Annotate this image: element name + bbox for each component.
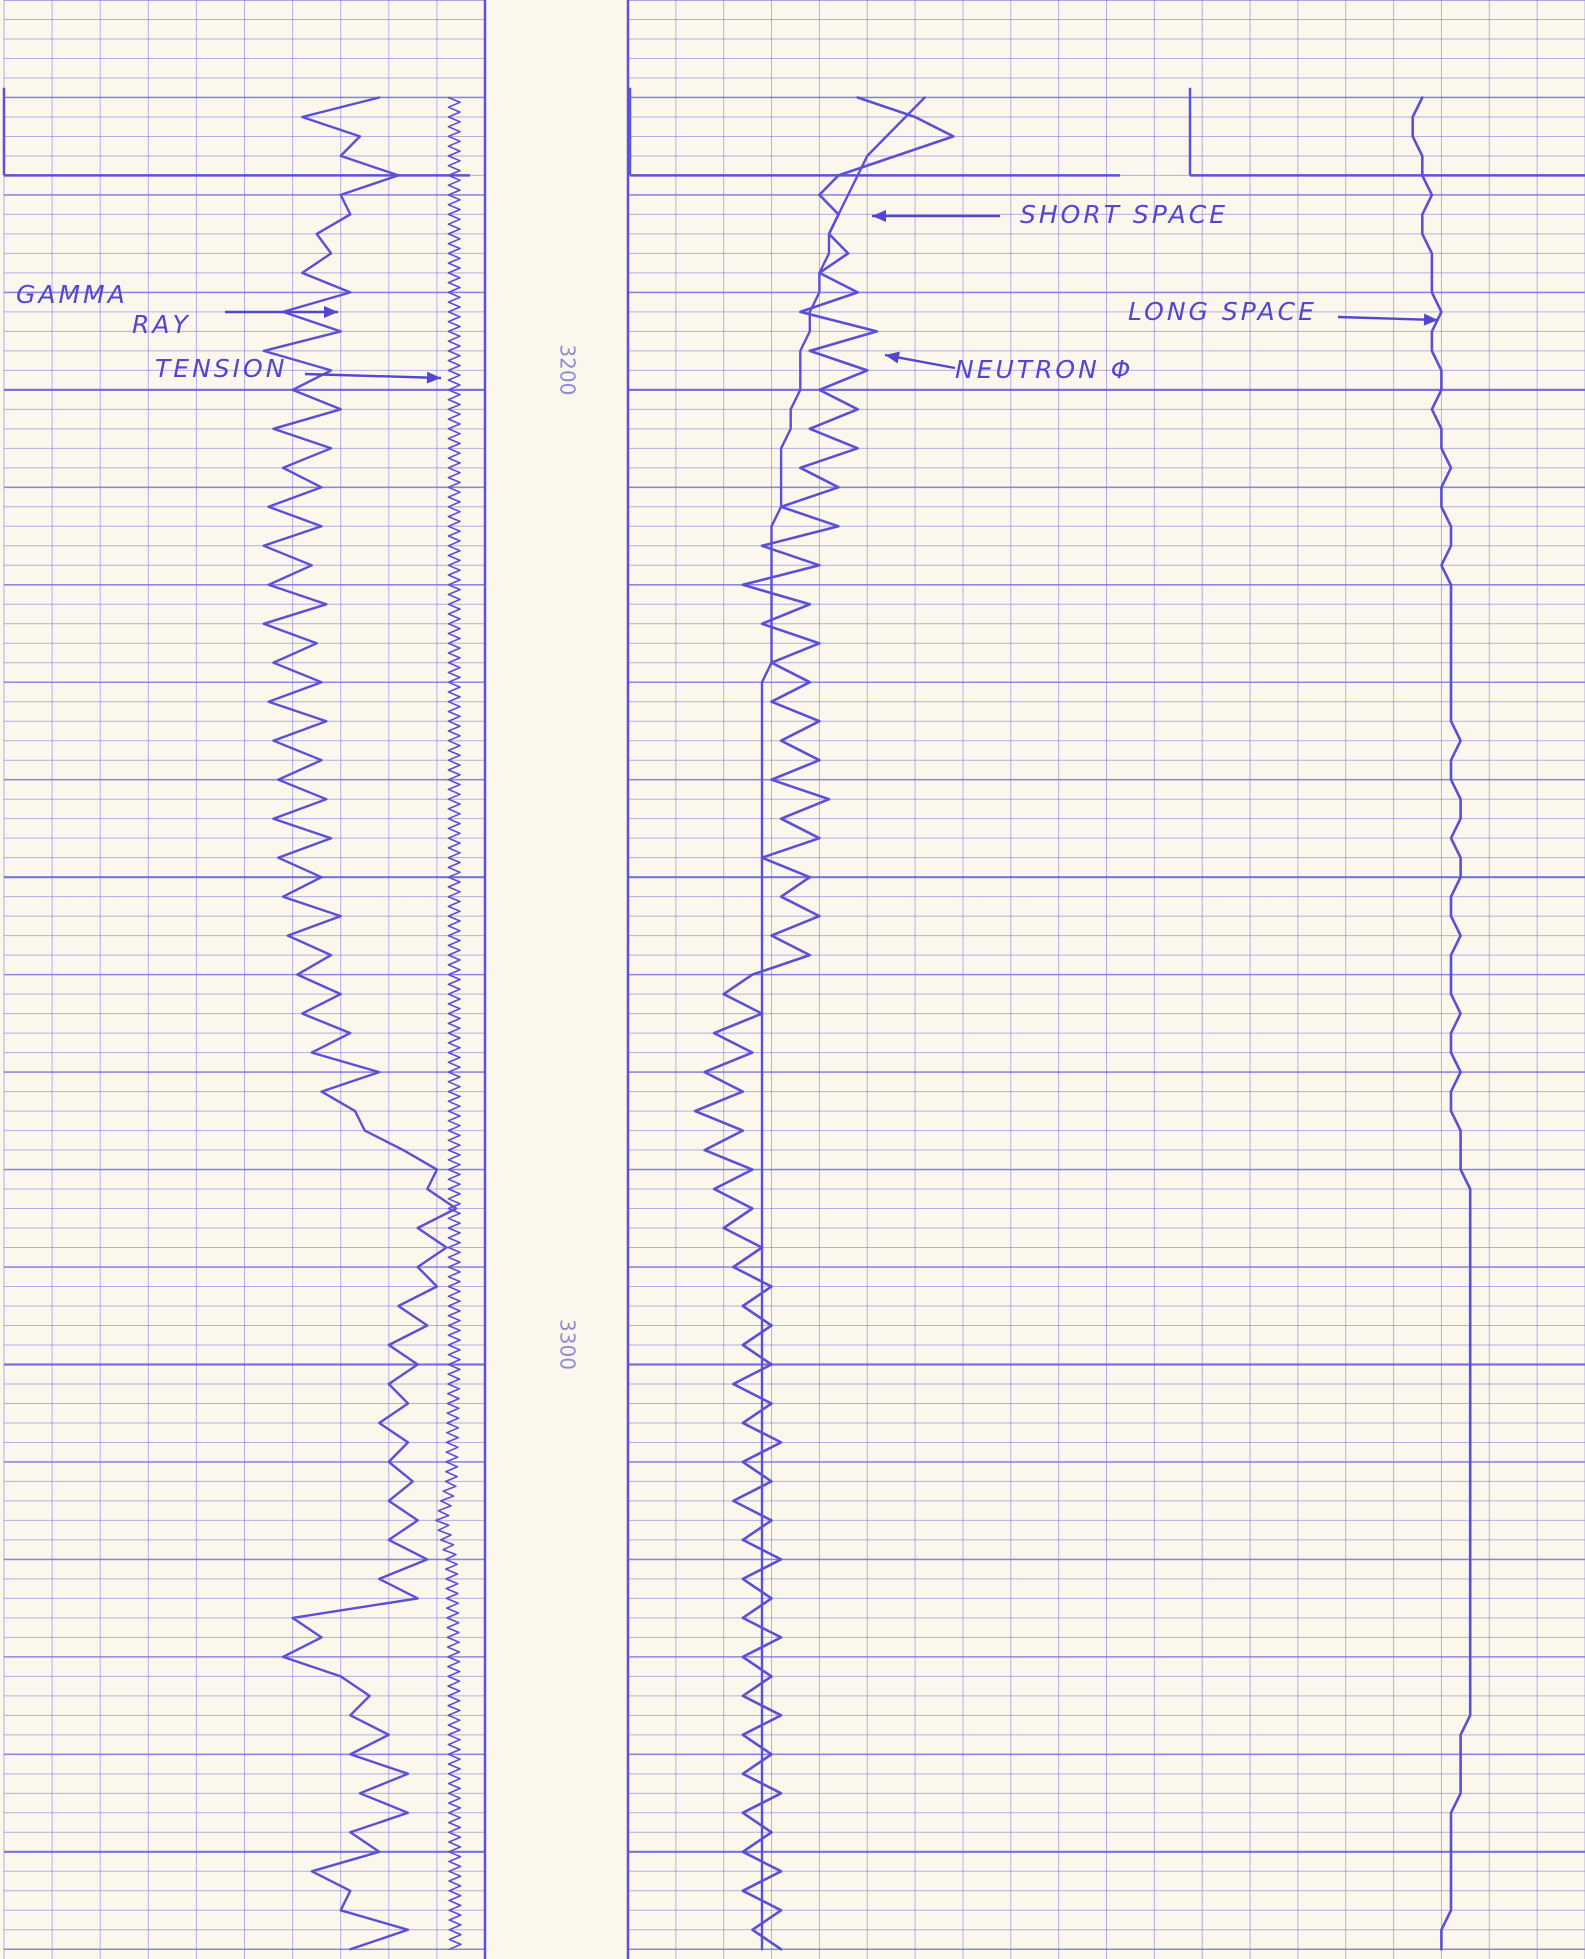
tension-arrow-head (426, 371, 441, 384)
curves (262, 96, 1472, 1951)
neutron-curve (760, 96, 926, 1951)
gamma-ray-label-line-2: RAY (132, 310, 191, 339)
short-space-arrow-head (872, 210, 886, 222)
neutron-label: NEUTRON Φ (955, 355, 1133, 384)
depth-tick-label: 3300 (556, 1319, 580, 1370)
short-space-label: SHORT SPACE (1020, 200, 1228, 229)
tension-arrow (304, 372, 442, 380)
gamma-ray-curve (262, 96, 458, 1951)
short-space-curve (693, 96, 955, 1951)
tension-label: TENSION (155, 354, 287, 383)
neutron-arrow-head (885, 351, 900, 364)
tension-curve (435, 96, 462, 1951)
long-space-arrow-head (1423, 313, 1438, 326)
gamma-ray-arrow-head (324, 306, 338, 318)
long-space-label: LONG SPACE (1128, 297, 1317, 326)
long-space-arrow (1337, 315, 1439, 322)
depth-tick-label: 3200 (556, 344, 580, 395)
long-space-curve (1411, 96, 1472, 1951)
gamma-ray-label-line-1: GAMMA (16, 280, 128, 309)
